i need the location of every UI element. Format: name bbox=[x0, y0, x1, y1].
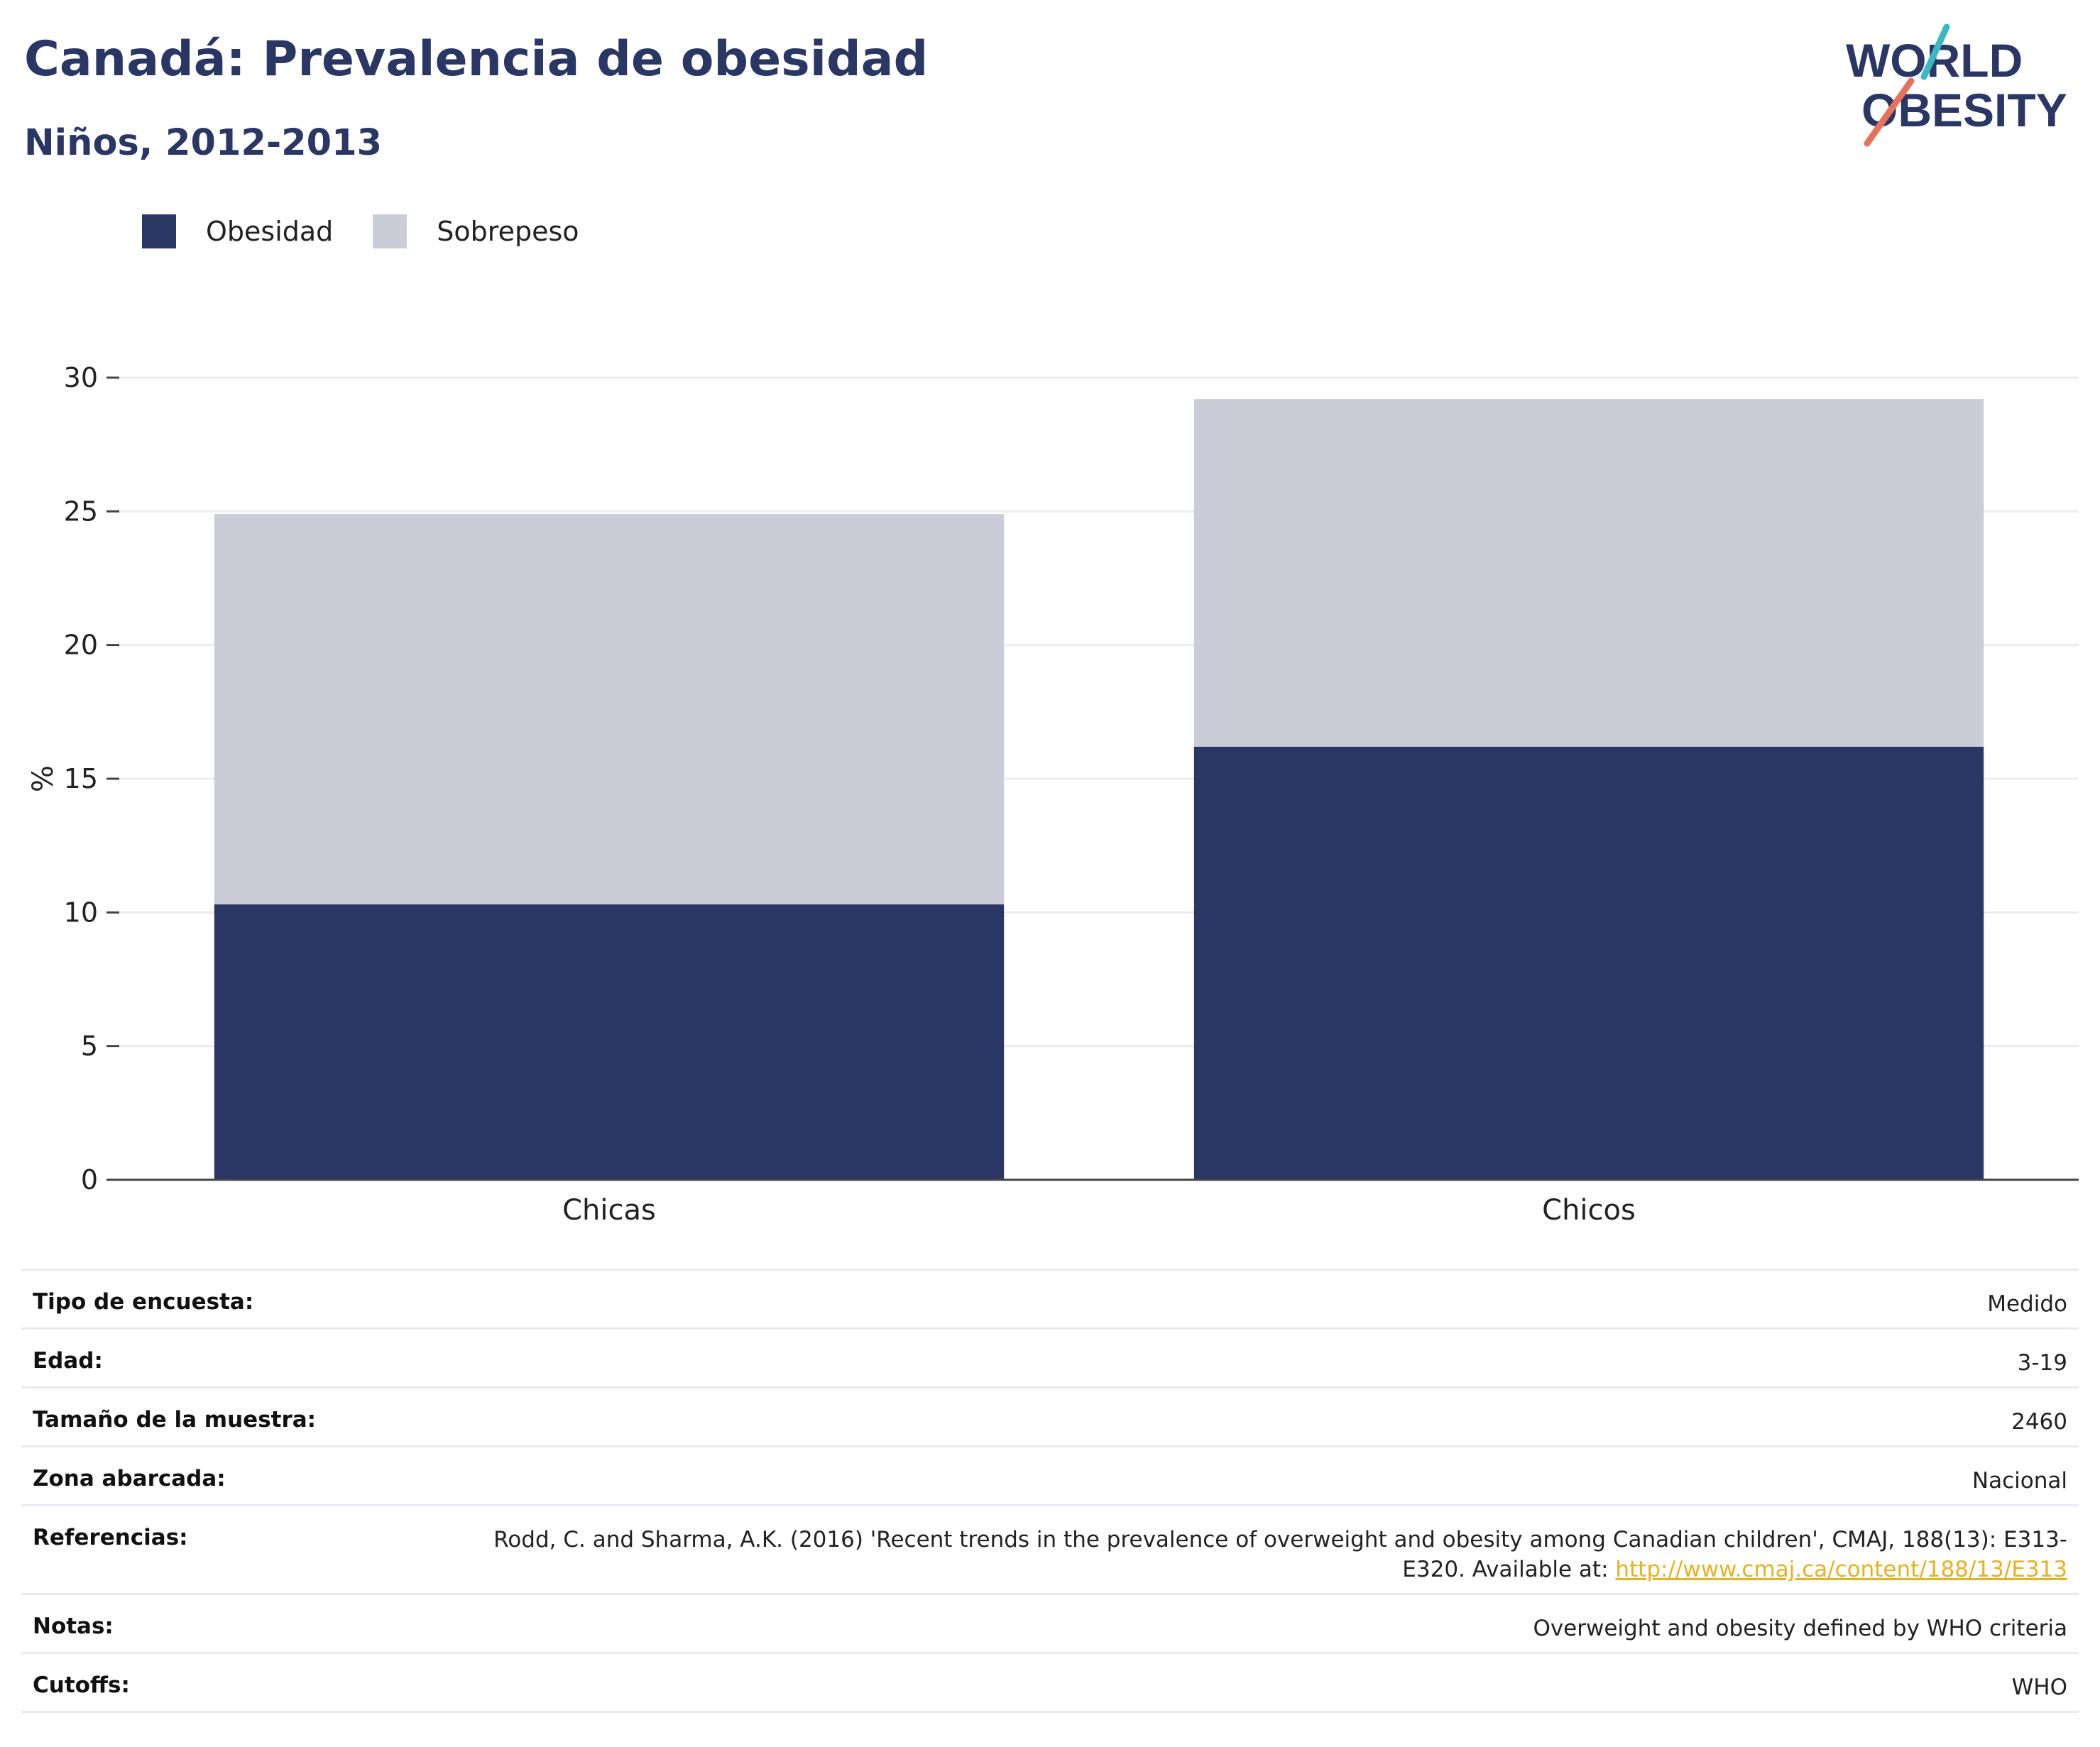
bar-obesidad-chicas bbox=[214, 904, 1005, 1180]
reference-text: Rodd, C. and Sharma, A.K. (2016) 'Recent… bbox=[493, 1527, 2067, 1582]
info-value: 3-19 bbox=[2017, 1350, 2067, 1376]
logo-slash-coral bbox=[1864, 77, 1915, 147]
info-label: Referencias: bbox=[33, 1525, 188, 1550]
y-tick-label: 5 bbox=[81, 1031, 98, 1062]
info-label: Tipo de encuesta: bbox=[33, 1289, 254, 1315]
y-tick-label: 10 bbox=[64, 897, 98, 928]
survey-info-table: Tipo de encuesta: Medido Edad: 3-19 Tama… bbox=[21, 1269, 2079, 1713]
world-obesity-logo: WORLD OBESITY bbox=[1846, 23, 2067, 147]
legend-item-sobrepeso[interactable]: Sobrepeso bbox=[373, 214, 579, 248]
legend-label-obesidad: Obesidad bbox=[206, 216, 334, 247]
y-tick-label: 15 bbox=[64, 763, 98, 794]
info-label: Zona abarcada: bbox=[33, 1466, 226, 1491]
y-axis-label: % bbox=[27, 765, 60, 792]
info-row-zona-abarcada: Zona abarcada: Nacional bbox=[21, 1447, 2079, 1506]
info-row-tamano-muestra: Tamaño de la muestra: 2460 bbox=[21, 1389, 2079, 1447]
chart-title: Canadá: Prevalencia de obesidad bbox=[24, 31, 929, 87]
info-row-cutoffs: Cutoffs: WHO bbox=[21, 1654, 2079, 1713]
info-value: Nacional bbox=[1972, 1468, 2067, 1494]
reference-link[interactable]: http://www.cmaj.ca/content/188/13/E313 bbox=[1615, 1557, 2067, 1582]
y-tick-label: 20 bbox=[64, 630, 98, 661]
info-row-tipo-encuesta: Tipo de encuesta: Medido bbox=[21, 1271, 2079, 1330]
legend-item-obesidad[interactable]: Obesidad bbox=[142, 214, 333, 248]
logo-slash-teal bbox=[1920, 23, 1950, 80]
info-label: Notas: bbox=[33, 1614, 114, 1639]
y-tick-label: 25 bbox=[64, 495, 98, 527]
info-value: 2460 bbox=[2011, 1409, 2067, 1435]
info-label: Cutoffs: bbox=[33, 1672, 130, 1698]
chart-legend: Obesidad Sobrepeso bbox=[142, 210, 619, 253]
legend-swatch-obesidad bbox=[142, 214, 176, 248]
info-value-reference: Rodd, C. and Sharma, A.K. (2016) 'Recent… bbox=[434, 1525, 2067, 1584]
info-value: WHO bbox=[2011, 1675, 2067, 1700]
x-tick-label: Chicas bbox=[562, 1194, 656, 1227]
info-row-edad: Edad: 3-19 bbox=[21, 1330, 2079, 1389]
x-tick-label: Chicos bbox=[1542, 1194, 1636, 1227]
y-tick-label: 0 bbox=[81, 1164, 98, 1195]
info-label: Edad: bbox=[33, 1348, 103, 1374]
bar-obesidad-chicos bbox=[1193, 746, 1984, 1180]
info-label: Tamaño de la muestra: bbox=[33, 1407, 317, 1433]
bar-sobrepeso-chicas bbox=[214, 514, 1005, 905]
info-row-referencias: Referencias: Rodd, C. and Sharma, A.K. (… bbox=[21, 1506, 2079, 1595]
stacked-bar-chart: 0 5 10 15 20 25 30% Chicas Chicos bbox=[27, 362, 2079, 1227]
legend-swatch-sobrepeso bbox=[373, 214, 408, 248]
y-tick-label: 30 bbox=[64, 362, 98, 393]
bar-sobrepeso-chicos bbox=[1193, 399, 1984, 747]
legend-label-sobrepeso: Sobrepeso bbox=[437, 216, 579, 247]
info-row-notas: Notas: Overweight and obesity defined by… bbox=[21, 1595, 2079, 1654]
logo-word-obesity: OBESITY bbox=[1861, 84, 2067, 136]
info-value: Overweight and obesity defined by WHO cr… bbox=[1533, 1616, 2067, 1641]
info-value: Medido bbox=[1987, 1291, 2067, 1317]
chart-subtitle: Niños, 2012-2013 bbox=[24, 122, 383, 164]
